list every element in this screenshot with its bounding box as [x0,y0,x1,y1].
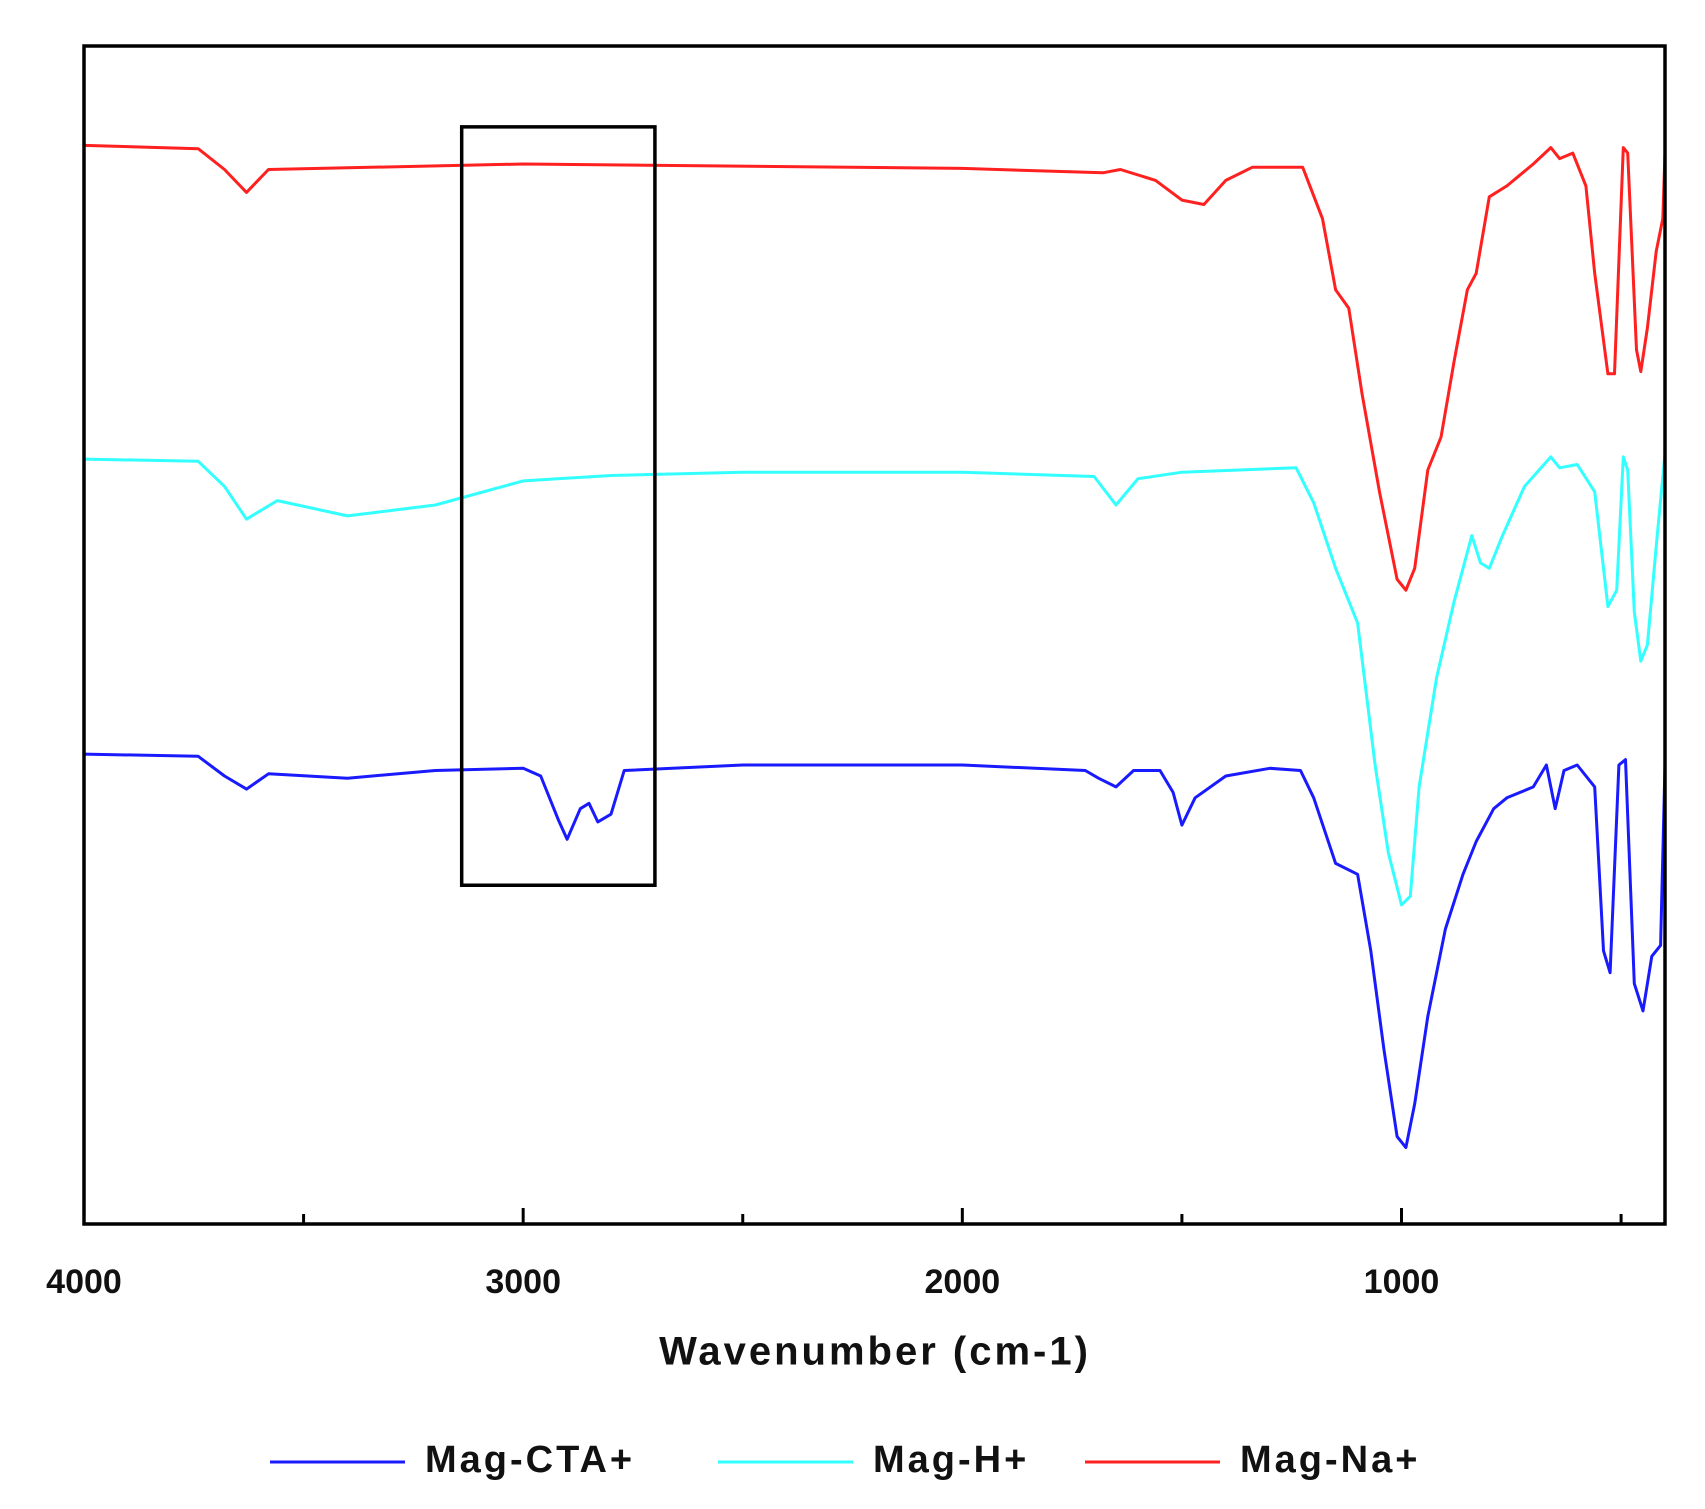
highlight-box [459,125,657,887]
legend-label: Mag-CTA+ [425,1439,635,1481]
spectrum-line [83,752,1667,1149]
x-tick-label: 1000 [1364,1263,1440,1301]
x-axis-title: Wavenumber (cm-1) [659,1330,1091,1374]
x-tick-label: 4000 [46,1263,122,1301]
plot-frame [82,44,1667,1226]
x-tick-label: 2000 [925,1263,1001,1301]
spectrum-line [83,453,1667,907]
spectrum-line [83,143,1667,592]
legend-label: Mag-H+ [873,1439,1029,1481]
legend-label: Mag-Na+ [1240,1439,1420,1481]
x-tick-label: 3000 [485,1263,561,1301]
